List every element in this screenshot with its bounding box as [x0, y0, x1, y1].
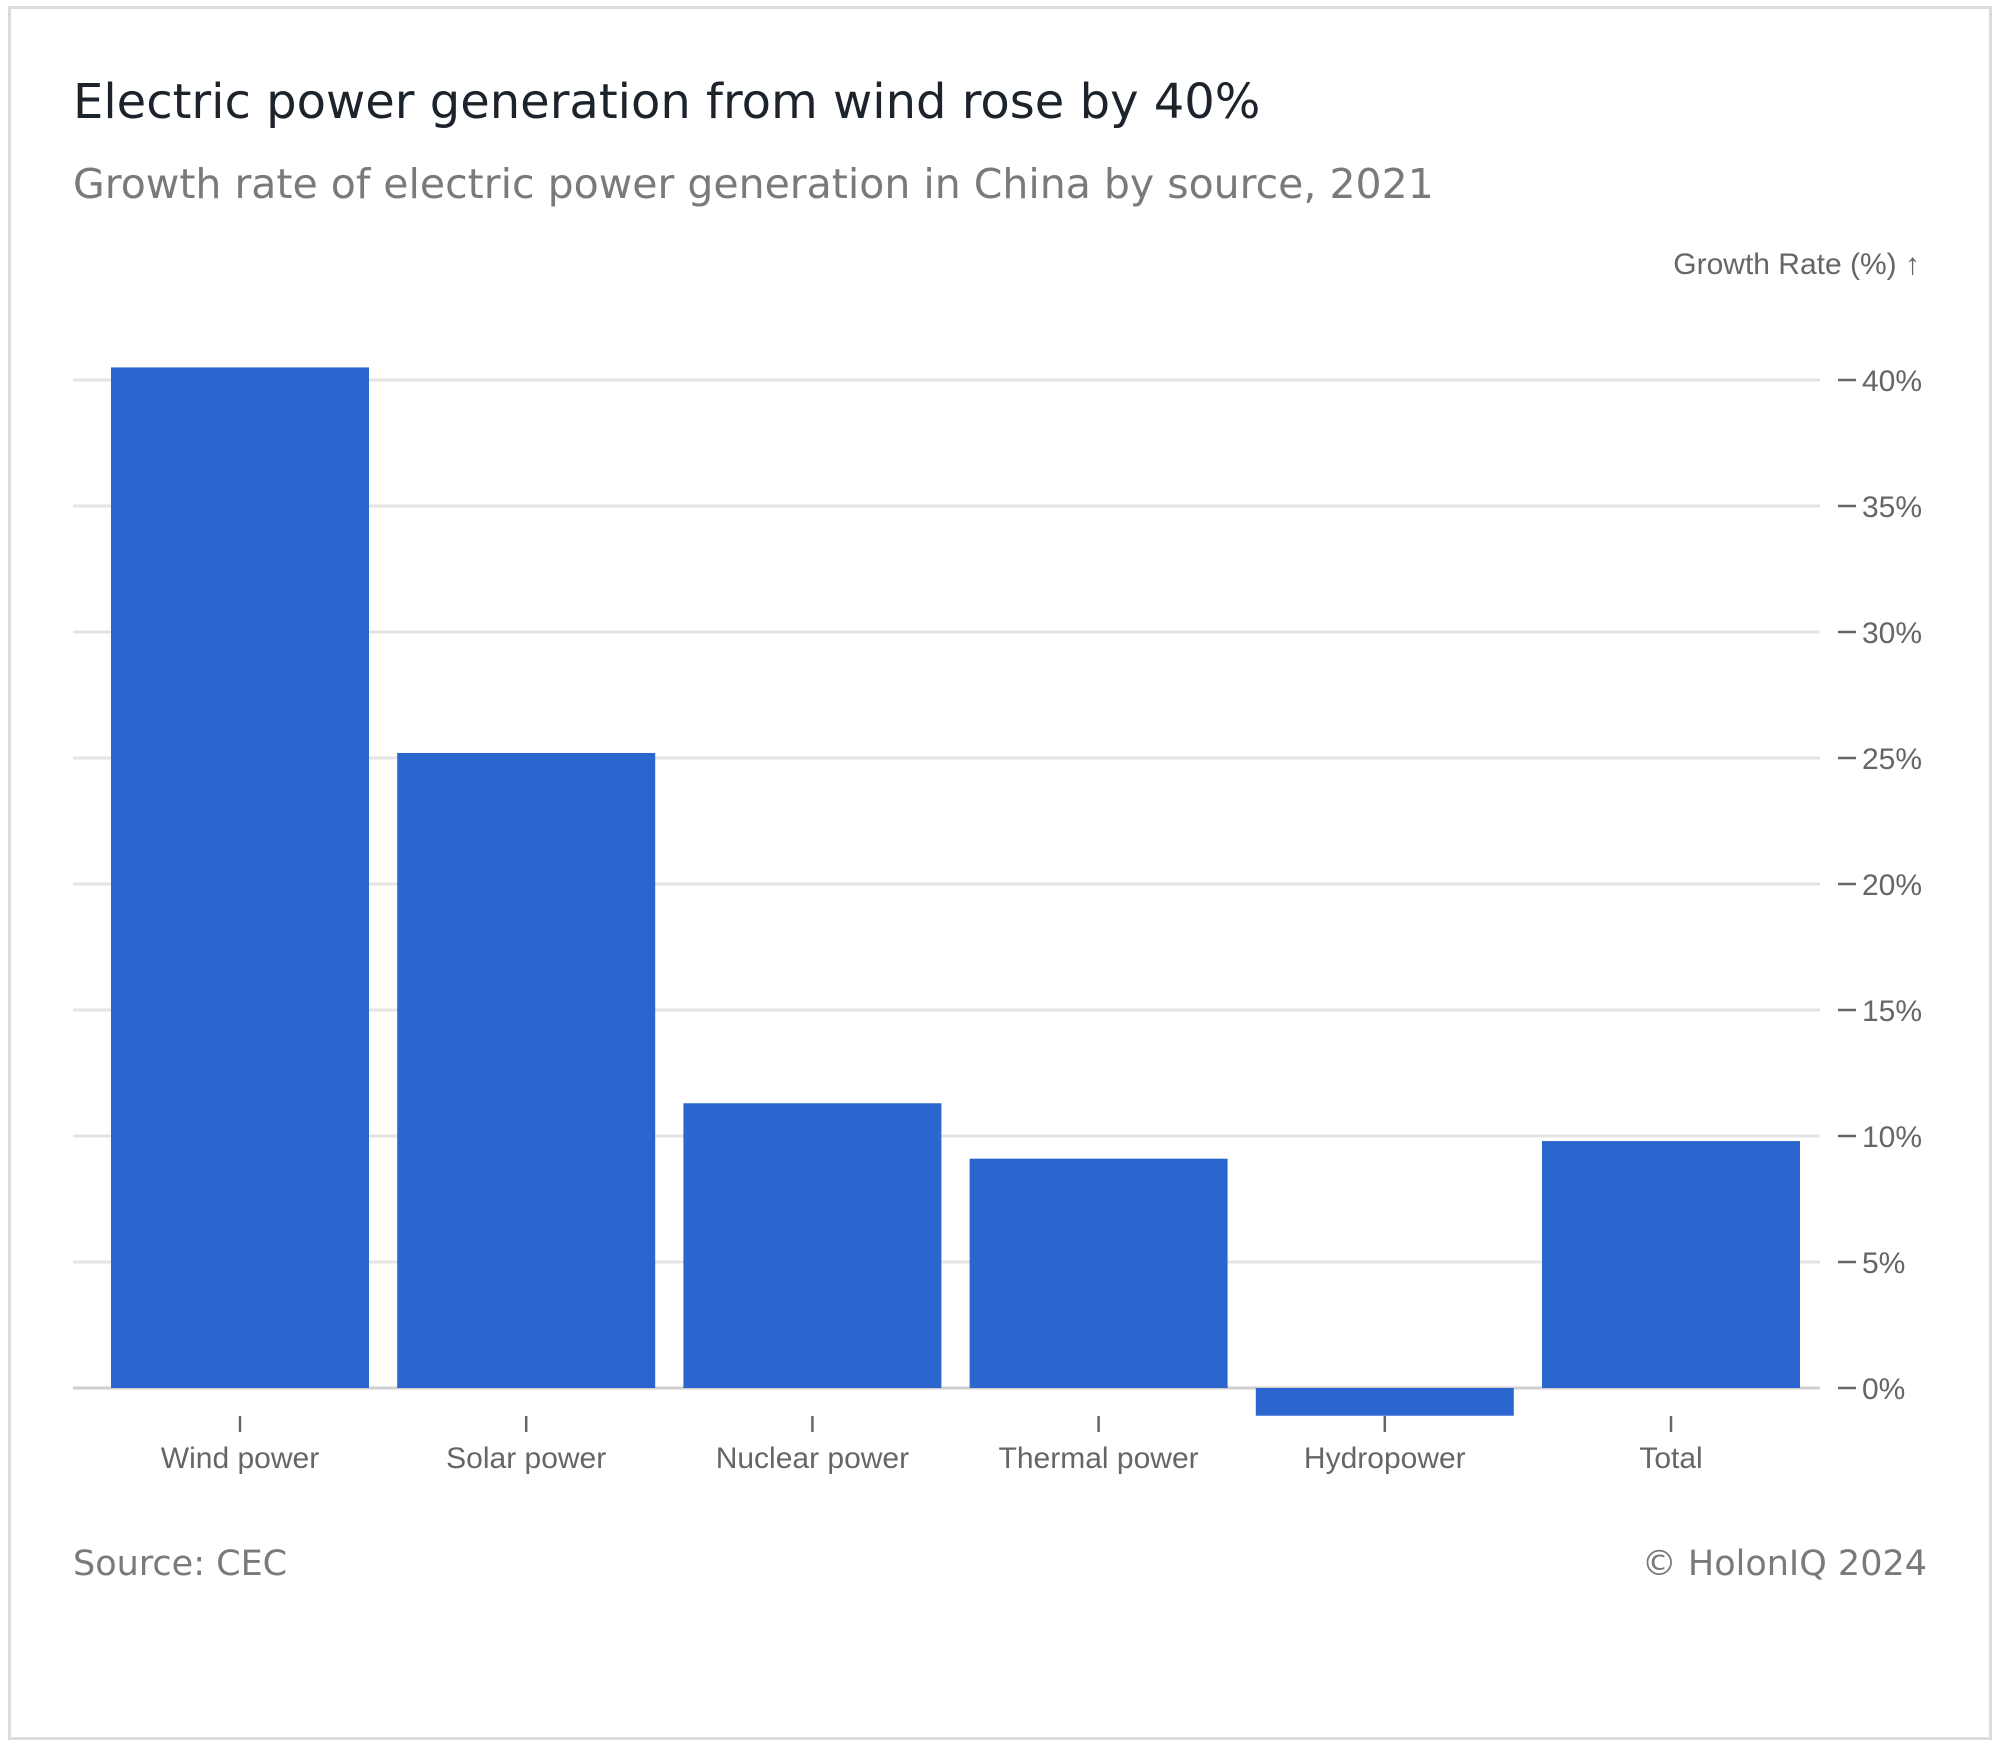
bars	[111, 367, 1800, 1416]
x-tick-label: Nuclear power	[716, 1442, 909, 1475]
y-tick-label: 30%	[1862, 617, 1922, 650]
y-tick-label: 15%	[1862, 995, 1922, 1028]
bar-total[interactable]	[1542, 1141, 1800, 1388]
x-tick-label: Total	[1639, 1442, 1702, 1475]
y-tick-label: 25%	[1862, 743, 1922, 776]
y-tick-label: 35%	[1862, 491, 1922, 524]
y-axis-label: Growth Rate (%) ↑	[1673, 248, 1920, 281]
bar-solar-power[interactable]	[397, 752, 656, 1388]
source-note: Source: CEC	[73, 1544, 288, 1584]
chart-title: Electric power generation from wind rose…	[73, 74, 1261, 130]
y-tick-label: 0%	[1862, 1373, 1905, 1406]
x-axis: Wind power Solar power Nuclear power Therma…	[161, 1416, 1703, 1475]
x-tick-label: Solar power	[446, 1442, 606, 1475]
bar-wind-power[interactable]	[111, 367, 369, 1388]
bar-thermal-power[interactable]	[969, 1158, 1228, 1388]
y-tick-label: 10%	[1862, 1121, 1922, 1154]
y-tick-label: 20%	[1862, 869, 1922, 902]
bar-nuclear-power[interactable]	[683, 1103, 942, 1388]
chart-subtitle: Growth rate of electric power generation…	[73, 160, 1434, 208]
copyright-note: © HolonIQ 2024	[1641, 1544, 1927, 1584]
x-tick-label: Thermal power	[999, 1442, 1199, 1475]
bar-hydropower[interactable]	[1255, 1388, 1514, 1416]
y-tick-label: 5%	[1862, 1247, 1905, 1280]
x-tick-label: Wind power	[161, 1442, 319, 1475]
y-axis: 0% 5% 10% 15% 20% 25% 30% 35% 40%	[1838, 365, 1922, 1406]
y-tick-label: 40%	[1862, 365, 1922, 398]
x-tick-label: Hydropower	[1304, 1442, 1466, 1475]
